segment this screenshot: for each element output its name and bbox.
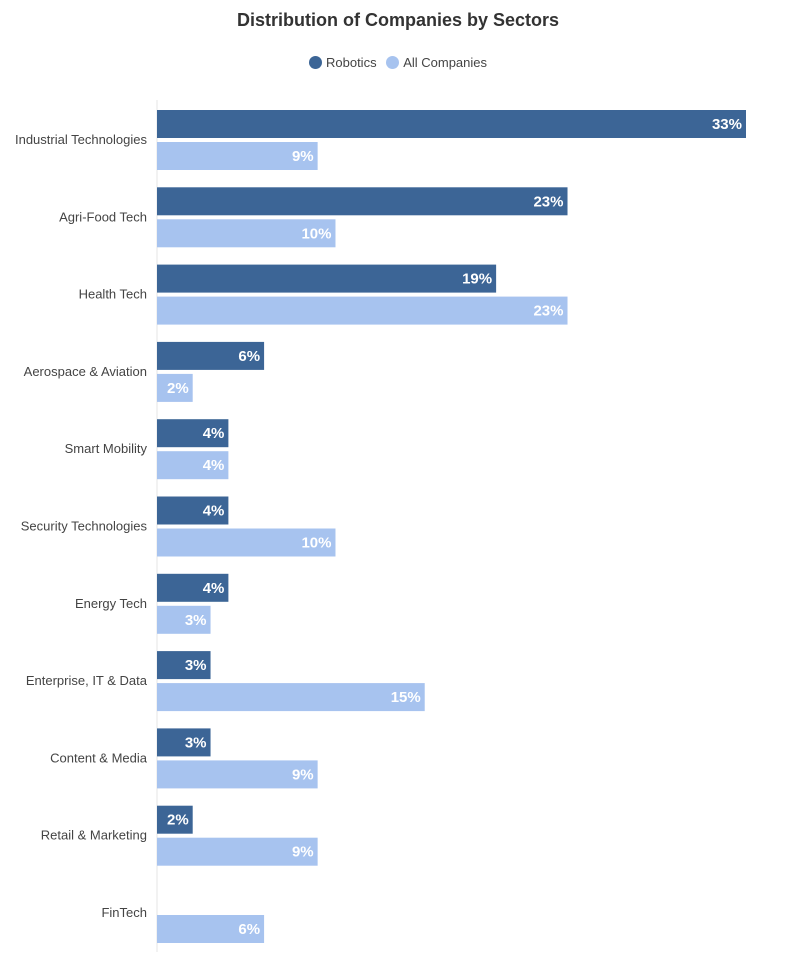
bar-label-all-companies-enterprise-it-data: 15% — [391, 689, 421, 706]
legend-swatch-robotics — [308, 56, 322, 69]
bar-robotics-security-technologies[interactable] — [157, 496, 229, 525]
category-label-energy-tech: Energy Tech — [75, 596, 147, 611]
bar-robotics-industrial-technologies[interactable] — [157, 110, 746, 138]
bar-all-companies-retail-marketing[interactable] — [157, 837, 318, 866]
bar-label-all-companies-retail-marketing: 9% — [292, 844, 314, 861]
bar-label-robotics-smart-mobility: 4% — [203, 425, 225, 442]
bar-robotics-content-media[interactable] — [157, 728, 211, 757]
bar-label-all-companies-energy-tech: 3% — [185, 612, 207, 629]
bar-robotics-enterprise-it-data[interactable] — [157, 651, 211, 680]
bar-all-companies-energy-tech[interactable] — [157, 605, 211, 634]
bar-label-robotics-content-media: 3% — [185, 734, 207, 751]
category-label-agri-food-tech: Agri-Food Tech — [59, 209, 147, 224]
bar-label-robotics-energy-tech: 4% — [203, 580, 225, 597]
bar-label-robotics-retail-marketing: 2% — [167, 812, 189, 829]
bar-label-all-companies-industrial-technologies: 9% — [292, 148, 314, 165]
bar-robotics-aerospace-aviation[interactable] — [157, 341, 265, 370]
category-label-industrial-technologies: Industrial Technologies — [15, 132, 148, 147]
bar-label-all-companies-aerospace-aviation: 2% — [167, 380, 189, 397]
category-label-retail-marketing: Retail & Marketing — [41, 828, 147, 843]
bar-label-robotics-health-tech: 19% — [462, 271, 492, 288]
bar-all-companies-security-technologies[interactable] — [157, 528, 336, 557]
bar-robotics-retail-marketing[interactable] — [157, 805, 193, 834]
legend-label-all-companies: All Companies — [403, 55, 488, 70]
bar-robotics-health-tech[interactable] — [157, 264, 497, 293]
legend-swatch-all-companies — [386, 56, 400, 69]
category-label-smart-mobility: Smart Mobility — [65, 441, 148, 456]
bar-label-all-companies-smart-mobility: 4% — [203, 457, 225, 474]
bar-all-companies-smart-mobility[interactable] — [157, 451, 229, 480]
bar-all-companies-agri-food-tech[interactable] — [157, 219, 336, 248]
bar-label-robotics-aerospace-aviation: 6% — [238, 348, 260, 365]
bar-label-robotics-agri-food-tech: 23% — [533, 193, 563, 210]
category-label-aerospace-aviation: Aerospace & Aviation — [24, 364, 147, 379]
bar-all-companies-fintech[interactable] — [157, 915, 265, 943]
bar-robotics-agri-food-tech[interactable] — [157, 187, 568, 216]
bar-all-companies-industrial-technologies[interactable] — [157, 142, 318, 170]
category-label-fintech: FinTech — [101, 905, 147, 920]
legend-label-robotics: Robotics — [325, 55, 377, 70]
legend-item-all-companies[interactable]: All Companies — [386, 55, 487, 70]
bar-robotics-energy-tech[interactable] — [157, 573, 229, 602]
bar-label-all-companies-agri-food-tech: 10% — [301, 225, 331, 242]
bar-label-robotics-enterprise-it-data: 3% — [185, 657, 207, 674]
bar-label-robotics-industrial-technologies: 33% — [712, 116, 742, 133]
bar-label-robotics-fintech: 0% — [157, 889, 179, 906]
bar-all-companies-aerospace-aviation[interactable] — [157, 373, 193, 402]
bar-all-companies-content-media[interactable] — [157, 760, 318, 789]
bar-label-robotics-security-technologies: 4% — [203, 503, 225, 520]
category-label-health-tech: Health Tech — [79, 287, 147, 302]
bar-robotics-smart-mobility[interactable] — [157, 419, 229, 448]
legend: Robotics All Companies — [0, 55, 796, 72]
bar-label-all-companies-security-technologies: 10% — [301, 535, 331, 552]
legend-item-robotics[interactable]: Robotics — [308, 55, 377, 70]
bar-all-companies-enterprise-it-data[interactable] — [157, 683, 425, 712]
chart-title: Distribution of Companies by Sectors — [236, 10, 560, 30]
bar-all-companies-health-tech[interactable] — [157, 296, 568, 325]
category-label-enterprise-it-data: Enterprise, IT & Data — [26, 673, 148, 688]
bar-label-all-companies-health-tech: 23% — [533, 303, 563, 320]
category-label-security-technologies: Security Technologies — [21, 519, 148, 534]
bar-label-all-companies-fintech: 6% — [238, 921, 260, 938]
bar-label-all-companies-content-media: 9% — [292, 766, 314, 783]
category-label-content-media: Content & Media — [50, 750, 148, 765]
